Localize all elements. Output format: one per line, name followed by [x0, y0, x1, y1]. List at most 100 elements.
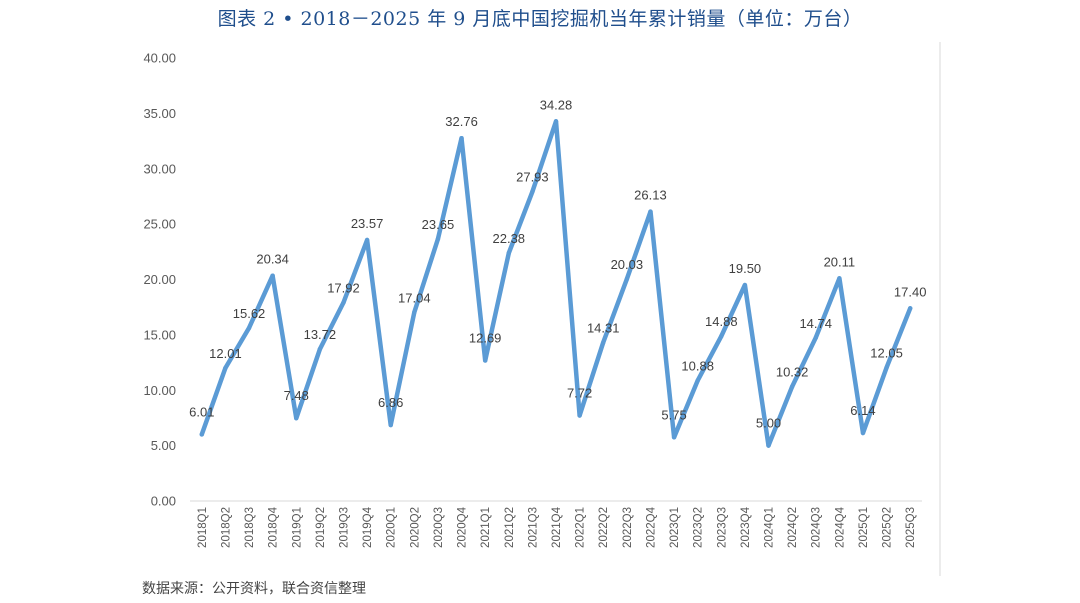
data-label: 20.03 [611, 257, 644, 272]
x-tick-label: 2023Q1 [669, 507, 681, 548]
y-tick-label: 20.00 [143, 272, 176, 287]
data-point [317, 346, 323, 352]
x-tick-label: 2023Q3 [716, 507, 728, 548]
data-label: 5.00 [756, 416, 781, 431]
data-label: 15.62 [233, 306, 266, 321]
x-tick-label: 2020Q4 [457, 506, 469, 548]
x-tick-label: 2019Q2 [315, 507, 327, 548]
data-point [766, 443, 771, 448]
x-tick-label: 2024Q1 [764, 507, 776, 548]
y-tick-label: 10.00 [143, 383, 176, 398]
data-label: 23.57 [351, 216, 384, 231]
data-point [223, 365, 228, 371]
y-tick-label: 25.00 [143, 217, 176, 232]
data-label: 14.74 [799, 316, 832, 331]
data-point [435, 236, 441, 242]
data-point [412, 310, 417, 315]
data-label: 26.13 [634, 188, 667, 203]
data-label: 20.34 [256, 252, 289, 267]
data-point [270, 273, 275, 278]
y-tick-label: 0.00 [151, 494, 176, 509]
data-point [648, 209, 653, 214]
data-label: 27.93 [516, 170, 549, 185]
data-label: 12.69 [469, 330, 502, 345]
data-label: 10.32 [776, 365, 809, 380]
data-label: 17.40 [894, 284, 927, 299]
data-label: 14.88 [705, 314, 738, 329]
data-point [719, 334, 724, 339]
data-label: 23.65 [422, 217, 455, 232]
data-point [553, 119, 559, 124]
data-point [695, 378, 700, 383]
data-point [294, 415, 299, 421]
data-point [601, 340, 606, 345]
data-point [530, 189, 535, 194]
x-tick-label: 2024Q4 [834, 506, 846, 548]
y-tick-label: 30.00 [143, 161, 176, 176]
data-label: 14.31 [587, 321, 620, 336]
x-tick-label: 2021Q2 [504, 507, 516, 548]
x-tick-label: 2023Q2 [693, 507, 705, 548]
data-label: 5.75 [661, 407, 686, 422]
data-point [341, 300, 346, 305]
data-label: 22.38 [493, 231, 526, 246]
y-tick-label: 5.00 [151, 438, 176, 453]
data-label: 6.86 [378, 395, 403, 410]
data-point [789, 384, 795, 389]
x-tick-label: 2022Q4 [645, 506, 657, 548]
y-tick-label: 40.00 [143, 51, 176, 66]
x-tick-label: 2019Q1 [291, 507, 303, 548]
data-label: 12.01 [209, 346, 242, 361]
x-tick-label: 2025Q3 [905, 507, 917, 548]
x-tick-label: 2022Q3 [622, 507, 634, 548]
source-note: 数据来源：公开资料，联合资信整理 [142, 581, 366, 597]
data-point [813, 335, 818, 340]
data-label: 34.28 [540, 97, 573, 112]
data-point [364, 237, 370, 243]
x-tick-label: 2025Q1 [858, 507, 870, 548]
data-label: 6.14 [850, 403, 875, 418]
x-tick-label: 2021Q4 [551, 506, 563, 548]
x-tick-label: 2019Q3 [338, 507, 350, 548]
data-labels: 6.01 12.01 15.62 20.34 7.48 13.72 17.92 23.57 6.… [189, 97, 927, 448]
data-label: 13.72 [304, 327, 337, 342]
data-label: 7.72 [567, 386, 592, 401]
x-tick-label: 2021Q1 [480, 507, 492, 548]
y-tick-label: 35.00 [143, 106, 176, 121]
data-point [388, 422, 393, 428]
x-tick-label: 2020Q2 [409, 507, 421, 548]
data-point [837, 276, 842, 281]
x-tick-label: 2021Q3 [527, 507, 539, 548]
data-label: 20.11 [824, 254, 856, 269]
data-point [482, 358, 488, 363]
x-axis: 2018Q1 2018Q2 2018Q3 2018Q4 2019Q1 2019Q2 2019… [197, 506, 917, 548]
x-tick-label: 2018Q1 [197, 507, 209, 548]
data-point [860, 430, 866, 436]
x-tick-label: 2020Q1 [386, 507, 398, 548]
data-point [907, 306, 913, 311]
data-point [624, 276, 630, 282]
x-tick-label: 2024Q3 [811, 507, 823, 548]
data-label: 32.76 [445, 114, 478, 129]
data-point [884, 365, 889, 370]
y-tick-label: 15.00 [143, 327, 176, 342]
x-tick-label: 2019Q4 [362, 506, 374, 548]
data-point [742, 282, 748, 288]
data-label: 19.50 [729, 261, 762, 276]
data-label: 10.88 [681, 359, 714, 374]
data-label: 17.92 [327, 281, 360, 296]
x-tick-label: 2024Q2 [787, 507, 799, 548]
data-label: 17.04 [398, 290, 431, 305]
chart-title: 图表 2 • 2018－2025 年 9 月底中国挖掘机当年累计销量（单位：万台… [217, 8, 863, 30]
y-axis: 0.00 5.00 10.00 15.00 20.00 25.00 30.00 35.00 40… [143, 51, 176, 509]
x-tick-label: 2020Q3 [433, 507, 445, 548]
data-label: 7.48 [284, 388, 309, 403]
x-tick-label: 2025Q2 [882, 507, 894, 548]
x-tick-label: 2022Q1 [575, 507, 587, 548]
x-tick-label: 2018Q2 [220, 507, 232, 548]
x-tick-label: 2018Q4 [268, 506, 280, 548]
x-tick-label: 2023Q4 [740, 506, 752, 548]
x-tick-label: 2018Q3 [244, 507, 256, 548]
data-point [459, 135, 464, 141]
